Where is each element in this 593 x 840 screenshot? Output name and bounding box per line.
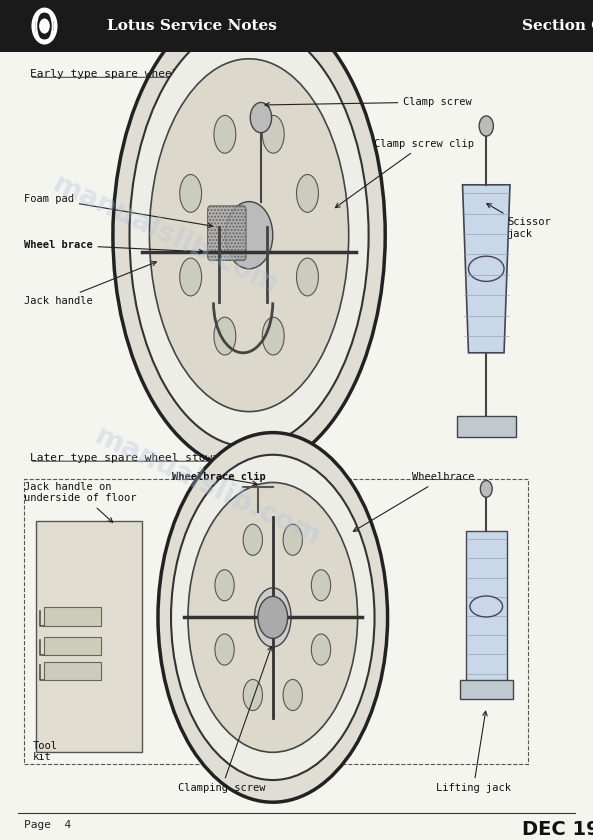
Text: Clamp screw: Clamp screw: [265, 97, 472, 107]
Ellipse shape: [283, 524, 302, 555]
Circle shape: [35, 13, 54, 39]
Circle shape: [480, 480, 492, 497]
Text: manualslib.com: manualslib.com: [90, 423, 325, 552]
Ellipse shape: [283, 680, 302, 711]
Ellipse shape: [214, 318, 236, 355]
Text: manualslib.com: manualslib.com: [49, 171, 283, 300]
Ellipse shape: [188, 482, 358, 753]
Text: Clamping screw: Clamping screw: [178, 647, 272, 793]
Bar: [460, 680, 513, 699]
Bar: [24, 479, 528, 764]
Text: Jack handle: Jack handle: [24, 261, 157, 306]
Ellipse shape: [262, 115, 284, 153]
Bar: [457, 416, 516, 437]
Circle shape: [31, 8, 58, 45]
Text: Jack handle on
underside of floor: Jack handle on underside of floor: [24, 482, 136, 522]
Circle shape: [479, 116, 493, 136]
Ellipse shape: [243, 524, 263, 555]
Text: Scissor
jack: Scissor jack: [487, 203, 551, 239]
Ellipse shape: [470, 596, 502, 617]
Ellipse shape: [468, 256, 504, 281]
Ellipse shape: [158, 433, 388, 802]
Ellipse shape: [180, 258, 202, 296]
Text: Early type spare wheel stowage: Early type spare wheel stowage: [30, 69, 232, 79]
Bar: [44, 637, 101, 655]
Ellipse shape: [215, 570, 234, 601]
Ellipse shape: [180, 175, 202, 213]
Ellipse shape: [311, 570, 331, 601]
Polygon shape: [463, 185, 510, 353]
Bar: [466, 531, 507, 682]
Ellipse shape: [254, 588, 291, 647]
Circle shape: [39, 18, 50, 34]
Text: Later type spare wheel stowage: Later type spare wheel stowage: [30, 453, 232, 463]
Ellipse shape: [296, 258, 318, 296]
Text: Clamp screw clip: Clamp screw clip: [335, 139, 474, 207]
Ellipse shape: [149, 59, 349, 412]
Ellipse shape: [129, 24, 369, 447]
Text: DEC 1990: DEC 1990: [522, 821, 593, 839]
Text: Page  4: Page 4: [24, 820, 71, 830]
Ellipse shape: [296, 175, 318, 213]
Ellipse shape: [214, 115, 236, 153]
Bar: [0, 0, 593, 52]
Text: Wheelbrace: Wheelbrace: [353, 472, 474, 532]
Text: Wheel brace: Wheel brace: [24, 239, 203, 254]
Text: Section GD: Section GD: [522, 19, 593, 33]
FancyBboxPatch shape: [208, 206, 246, 260]
Text: Tool
kit: Tool kit: [33, 741, 58, 763]
Circle shape: [258, 596, 288, 638]
Text: Lifting jack: Lifting jack: [436, 711, 511, 793]
Ellipse shape: [311, 634, 331, 665]
Bar: [36, 521, 142, 752]
Ellipse shape: [243, 680, 263, 711]
Circle shape: [250, 102, 272, 133]
Ellipse shape: [215, 634, 234, 665]
Bar: [44, 607, 101, 626]
Ellipse shape: [113, 0, 385, 470]
Ellipse shape: [171, 454, 375, 780]
Ellipse shape: [262, 318, 284, 355]
Text: Lotus Service Notes: Lotus Service Notes: [107, 19, 276, 33]
Bar: [44, 662, 101, 680]
Text: Foam pad: Foam pad: [24, 193, 212, 228]
Circle shape: [225, 202, 273, 269]
Text: Wheelbrace clip: Wheelbrace clip: [172, 472, 266, 486]
